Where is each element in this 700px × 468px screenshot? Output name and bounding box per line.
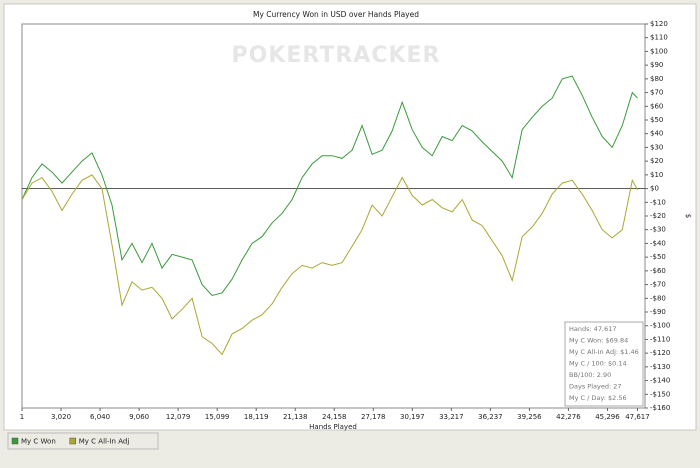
x-tick-label: 9,060	[129, 413, 149, 421]
y-tick-label: $60	[650, 102, 663, 110]
legend	[7, 432, 159, 450]
y-tick-label: -$10	[650, 198, 666, 206]
x-tick-label: 3,020	[51, 413, 71, 421]
y-tick-label: $100	[650, 47, 668, 55]
y-tick-label: -$150	[650, 390, 670, 398]
y-tick-label: -$160	[650, 404, 670, 412]
y-tick-label: -$40	[650, 239, 666, 247]
x-tick-label: 24,158	[322, 413, 347, 421]
y-tick-label: $120	[650, 20, 668, 28]
y-tick-label: $90	[650, 61, 663, 69]
x-tick-label: 47,617	[625, 413, 650, 421]
y-tick-label: -$60	[650, 267, 666, 275]
y-tick-label: $10	[650, 171, 663, 179]
stat-text: My C All-In Adj: $1.46	[569, 348, 639, 356]
legend-label: My C All-In Adj	[79, 438, 130, 446]
y-tick-label: -$100	[650, 322, 670, 330]
y-tick-label: -$50	[650, 253, 666, 261]
x-tick-label: 42,276	[556, 413, 581, 421]
stat-text: BB/100: 2.90	[569, 371, 611, 379]
y-tick-label: $20	[650, 157, 663, 165]
series-line	[21, 75, 638, 297]
y-tick-label: $40	[650, 130, 663, 138]
x-tick-label: 18,119	[244, 413, 269, 421]
y-tick-label: -$110	[650, 335, 670, 343]
y-tick-label: $0	[650, 185, 659, 193]
x-tick-label: 36,237	[478, 413, 503, 421]
x-axis-label: Hands Played	[309, 423, 357, 431]
y-tick-label: $110	[650, 34, 668, 42]
stat-text: Days Played: 27	[569, 383, 622, 391]
x-tick-label: 21,138	[283, 413, 308, 421]
x-tick-label: 1	[20, 413, 24, 421]
x-tick-label: 15,099	[205, 413, 230, 421]
y-tick-label: $30	[650, 143, 663, 151]
y-tick-label: -$120	[650, 349, 670, 357]
legend-label: My C Won	[21, 438, 56, 446]
y-tick-label: $70	[650, 89, 663, 97]
watermark: POKERTRACKER	[232, 43, 441, 68]
y-tick-label: $50	[650, 116, 663, 124]
x-tick-label: 30,197	[400, 413, 425, 421]
y-tick-label: -$20	[650, 212, 666, 220]
y-tick-label: -$130	[650, 363, 670, 371]
y-tick-label: -$90	[650, 308, 666, 316]
legend-swatch	[69, 437, 77, 445]
y-tick-label: -$30	[650, 226, 666, 234]
x-tick-label: 6,040	[90, 413, 110, 421]
x-tick-label: 33,217	[439, 413, 464, 421]
stat-text: My C / 100: $0.14	[569, 360, 627, 368]
y-tick-label: $80	[650, 75, 663, 83]
stat-text: Hands: 47,617	[569, 325, 617, 333]
series-line	[21, 174, 638, 356]
y-tick-label: -$140	[650, 377, 670, 385]
x-tick-label: 27,178	[361, 413, 386, 421]
legend-swatch	[11, 437, 19, 445]
x-tick-label: 45,296	[595, 413, 620, 421]
y-tick-label: -$80	[650, 294, 666, 302]
y-axis-label: $	[684, 214, 692, 218]
y-tick-label: -$70	[650, 281, 666, 289]
x-tick-label: 39,256	[517, 413, 542, 421]
x-tick-label: 12,079	[166, 413, 191, 421]
stat-text: My C / Day: $2.56	[569, 394, 627, 402]
stats-box	[564, 321, 644, 407]
stat-text: My C Won: $69.84	[569, 337, 628, 345]
chart-title: My Currency Won in USD over Hands Played	[253, 10, 419, 19]
